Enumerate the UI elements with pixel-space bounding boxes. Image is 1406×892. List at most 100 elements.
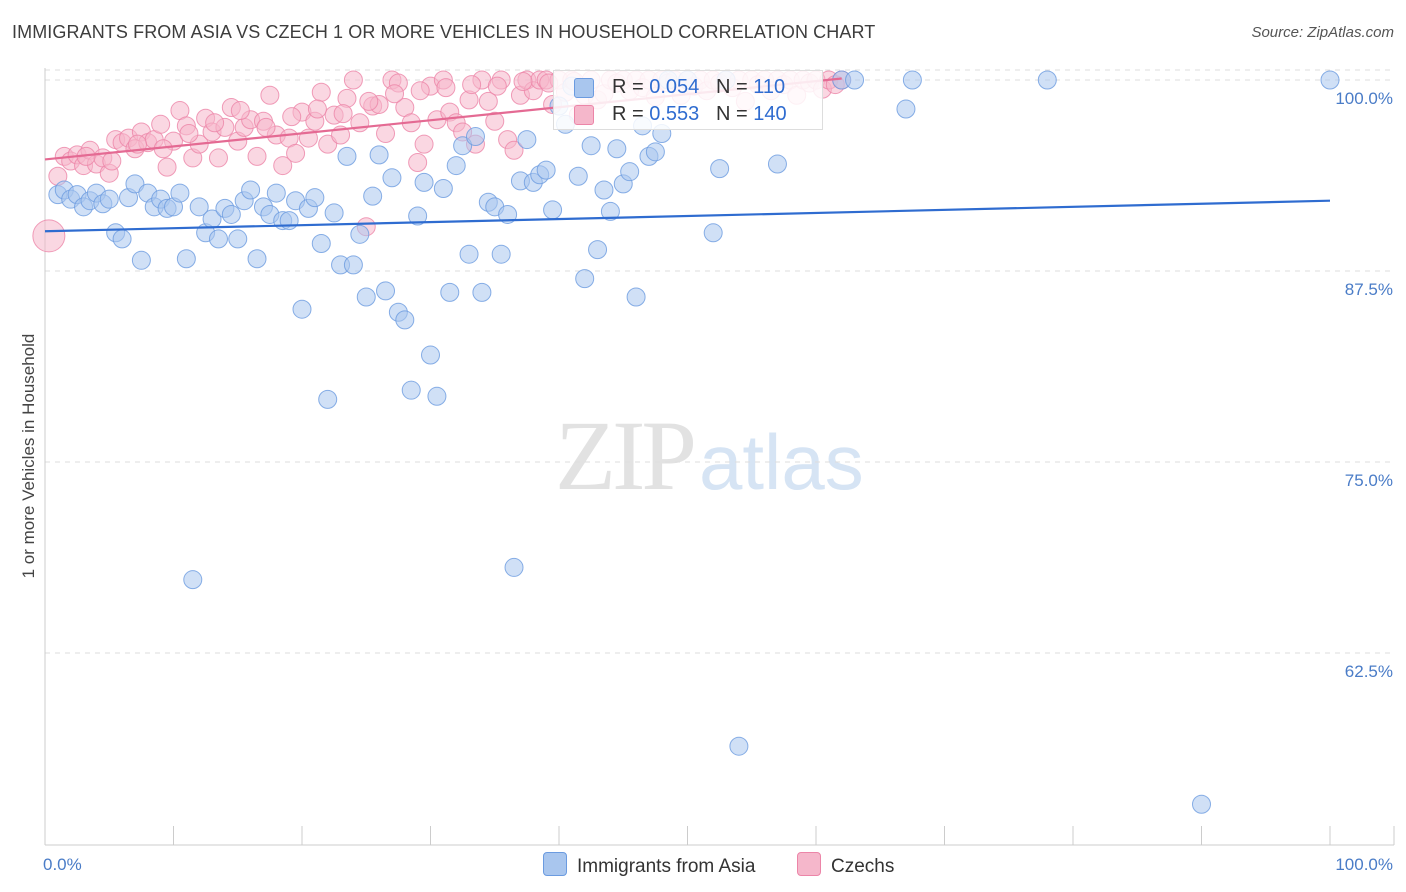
point-czechs-136 xyxy=(385,84,405,104)
point-czechs-42 xyxy=(311,82,331,102)
point-asia-8 xyxy=(99,189,119,209)
point-czechs-130 xyxy=(230,101,250,121)
point-asia-97 xyxy=(703,223,723,243)
point-asia-27 xyxy=(221,204,241,224)
gridlines xyxy=(45,69,1394,654)
point-asia-63 xyxy=(453,136,473,156)
legend-czechs-r-label: R = xyxy=(612,103,644,125)
point-asia-20 xyxy=(176,249,196,269)
point-asia-28 xyxy=(228,229,248,249)
legend-swatch-asia xyxy=(574,78,594,98)
point-czechs-140 xyxy=(487,76,507,96)
point-czechs-131 xyxy=(256,117,276,137)
point-czechs-139 xyxy=(462,75,482,95)
y-tick-label-1: 75.0% xyxy=(1345,471,1393,490)
point-asia-30 xyxy=(241,180,261,200)
watermark-zip: ZIP xyxy=(555,400,697,511)
bottom-legend-swatch-asia xyxy=(543,852,567,876)
point-czechs-57 xyxy=(408,153,428,173)
point-asia-13 xyxy=(131,250,151,270)
point-asia-34 xyxy=(266,183,286,203)
point-asia-105 xyxy=(902,70,922,90)
point-asia-86 xyxy=(600,201,620,221)
point-asia-84 xyxy=(588,240,608,260)
x-tick-label-0: 0.0% xyxy=(43,855,82,874)
axes xyxy=(44,68,1395,846)
bottom-legend-asia: Immigrants from Asia xyxy=(543,852,755,878)
y-tick-label-3: 100.0% xyxy=(1335,89,1393,108)
source-label: Source: ZipAtlas.com xyxy=(1251,24,1394,41)
point-czechs-34 xyxy=(260,85,280,105)
point-czechs-68 xyxy=(478,91,498,111)
point-czechs-125 xyxy=(102,151,122,171)
point-asia-36 xyxy=(279,211,299,231)
point-asia-61 xyxy=(440,282,460,302)
point-czechs-128 xyxy=(179,123,199,143)
y-tick-label-2: 87.5% xyxy=(1345,280,1393,299)
point-asia-89 xyxy=(620,162,640,182)
point-asia-82 xyxy=(575,269,595,289)
point-asia-60 xyxy=(433,178,453,198)
point-czechs-47 xyxy=(343,70,363,90)
point-czechs-43 xyxy=(318,134,338,154)
point-czechs-32 xyxy=(247,146,267,166)
trend-line-asia xyxy=(44,199,1331,233)
point-asia-65 xyxy=(465,127,485,147)
point-asia-48 xyxy=(356,287,376,307)
legend-czechs-r-value: 0.553 xyxy=(649,103,700,125)
point-asia-10 xyxy=(112,229,132,249)
point-czechs-26 xyxy=(208,148,228,168)
point-asia-57 xyxy=(414,172,434,192)
series-asia-points xyxy=(48,70,1340,814)
point-asia-106 xyxy=(1037,70,1057,90)
point-czechs-72 xyxy=(504,140,524,160)
point-asia-107 xyxy=(1192,794,1211,814)
point-asia-21 xyxy=(183,570,203,590)
point-czechs-38 xyxy=(286,143,306,163)
bottom-legend-label-asia: Immigrants from Asia xyxy=(577,856,756,877)
point-asia-85 xyxy=(594,180,614,200)
legend-asia-r-value: 0.054 xyxy=(649,76,700,98)
point-czechs-18 xyxy=(157,157,177,177)
bottom-legend-label-czechs: Czechs xyxy=(831,856,895,877)
point-asia-90 xyxy=(626,287,646,307)
point-asia-71 xyxy=(504,557,524,577)
point-asia-55 xyxy=(401,380,421,400)
tick-labels: 62.5% 75.0% 87.5% 100.0% 0.0% 100.0% xyxy=(43,89,1393,874)
point-asia-104 xyxy=(896,99,916,119)
stats-legend: R = 0.054 N = 110 R = 0.553 N = 140 xyxy=(553,70,823,130)
bottom-legend-czechs: Czechs xyxy=(797,852,894,878)
point-czechs-135 xyxy=(359,91,379,111)
point-czechs-137 xyxy=(410,81,430,101)
x-tick-label-1: 100.0% xyxy=(1335,855,1393,874)
point-asia-83 xyxy=(581,136,601,156)
point-asia-52 xyxy=(382,168,402,188)
point-asia-62 xyxy=(446,156,466,176)
point-asia-108 xyxy=(1320,70,1340,90)
point-asia-59 xyxy=(427,386,447,406)
chart-title: IMMIGRANTS FROM ASIA VS CZECH 1 OR MORE … xyxy=(12,22,876,42)
point-asia-42 xyxy=(318,389,338,409)
point-asia-47 xyxy=(350,224,370,244)
point-asia-40 xyxy=(305,188,325,208)
point-asia-49 xyxy=(363,186,383,206)
point-czechs-58 xyxy=(414,134,434,154)
point-asia-87 xyxy=(607,139,627,159)
point-asia-100 xyxy=(729,736,749,756)
point-czechs-138 xyxy=(436,78,456,98)
point-czechs-17 xyxy=(151,114,171,134)
point-asia-51 xyxy=(376,281,396,301)
point-asia-73 xyxy=(517,130,537,150)
legend-czechs-n-value: 140 xyxy=(753,103,787,125)
point-asia-103 xyxy=(845,70,865,90)
legend-asia-n-label: N = xyxy=(715,76,748,98)
point-czechs-0 xyxy=(32,219,66,253)
point-asia-58 xyxy=(421,345,440,365)
point-asia-81 xyxy=(568,166,588,186)
point-asia-50 xyxy=(369,145,389,165)
point-asia-41 xyxy=(311,233,331,253)
point-czechs-132 xyxy=(282,107,302,127)
bottom-legend-swatch-czechs xyxy=(797,852,821,876)
point-asia-64 xyxy=(459,244,479,264)
